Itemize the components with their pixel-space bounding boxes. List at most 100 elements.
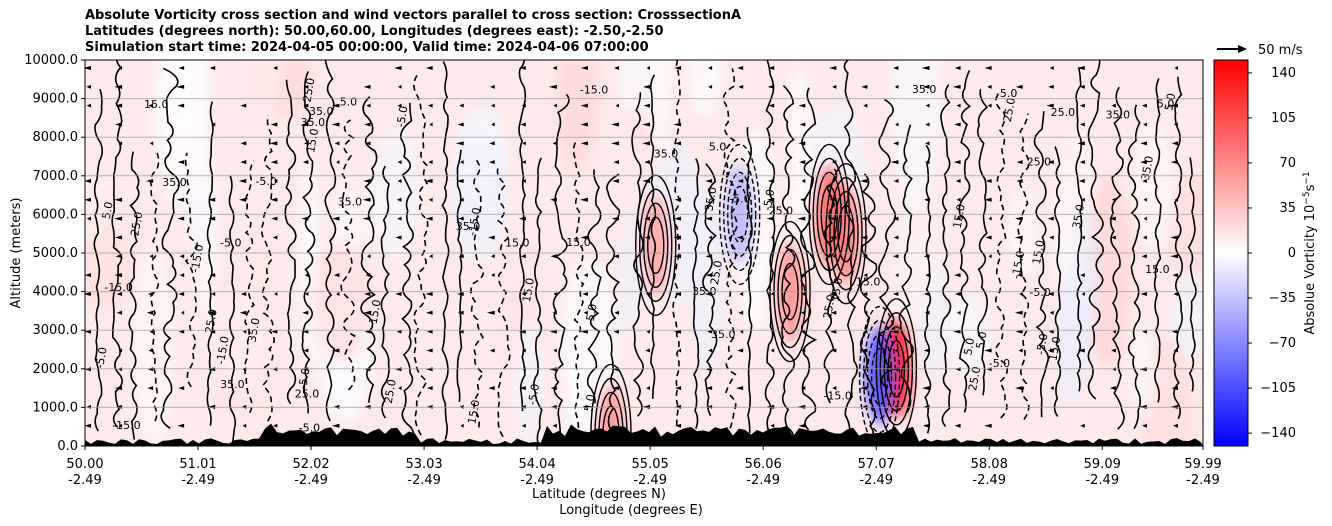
wind-vector (208, 216, 216, 221)
wind-vector (179, 254, 185, 259)
wind-vector (1170, 254, 1178, 259)
wind-vector (859, 386, 868, 391)
wind-vector (984, 423, 992, 428)
wind-vector (458, 254, 464, 259)
wind-vector (705, 254, 713, 259)
wind-vector (428, 197, 433, 202)
wind-vector (612, 178, 619, 183)
wind-vector (116, 291, 123, 296)
wind-vector (922, 84, 930, 89)
contour-label: 15.0 (520, 277, 537, 303)
wind-vector (923, 348, 930, 353)
wind-vector (984, 66, 992, 70)
contour-line (340, 119, 356, 391)
wind-vector (114, 216, 123, 221)
wind-vector (209, 66, 216, 70)
wind-vector (177, 216, 185, 221)
wind-vector (1081, 291, 1085, 296)
wind-vector (332, 103, 340, 108)
wind-vector (828, 291, 837, 296)
wind-vector (737, 178, 744, 183)
contour-line (764, 60, 776, 436)
wind-vector (614, 310, 619, 315)
wind-vector (148, 103, 154, 108)
contour-line (456, 149, 463, 402)
wind-vector (862, 291, 868, 296)
wind-vector (428, 160, 433, 165)
x-tick-label-lon: -2.49 (181, 473, 215, 488)
wind-vector (613, 160, 619, 165)
contour-label: -15.0 (104, 281, 132, 294)
contour-label: 35.0 (456, 220, 481, 233)
wind-vector (770, 235, 775, 240)
contour-label: -15.0 (214, 335, 232, 365)
wind-vector (1142, 235, 1147, 240)
x-tick-label-lon: -2.49 (1085, 473, 1119, 488)
wind-vector (581, 66, 588, 70)
contour-line (586, 169, 602, 404)
y-axis: 0.0 1000.0 2000.0 3000.0 4000.0 5000.0 6000.0 7… (24, 53, 85, 454)
contour-label-text: 25.0 (128, 211, 145, 237)
contour-line (780, 85, 796, 446)
contour-label-text: 5.0 (974, 331, 990, 350)
x-tick-label-lon: -2.49 (1186, 473, 1220, 488)
contour-label: -5.0 (729, 193, 750, 206)
y-tick-label: 10000.0 (24, 53, 78, 68)
contour-label: -5.0 (526, 383, 543, 406)
contour-label: -5.0 (394, 105, 411, 128)
wind-vector (921, 66, 930, 70)
contour-label: 35.0 (711, 328, 736, 341)
wind-vector (550, 254, 557, 259)
wind-vector (677, 348, 682, 353)
wind-vector (85, 197, 91, 202)
wind-vector (610, 141, 619, 146)
contour-label: 15.0 (367, 299, 384, 325)
contour-ring (635, 174, 677, 316)
contour-line (1127, 104, 1142, 430)
wind-vector (147, 291, 154, 296)
wind-vector (304, 273, 309, 278)
wind-vector (1109, 386, 1116, 391)
chart-title-line1: Absolute Vorticity cross section and win… (85, 8, 742, 23)
contour-label: 5.0 (584, 303, 600, 322)
contour-label-text: 5.0 (1162, 92, 1178, 111)
wind-vector (114, 122, 123, 127)
field-patch (85, 225, 136, 309)
contour-label-text: 15.0 (1030, 239, 1047, 265)
wind-vector (987, 84, 992, 89)
wind-vector (1048, 84, 1054, 89)
wind-vector (460, 160, 464, 165)
wind-vector (331, 423, 340, 428)
x-tick-label-lat: 56.06 (745, 457, 782, 472)
wind-vector (863, 103, 868, 108)
wind-vector (240, 141, 247, 146)
wind-vector (987, 103, 992, 108)
wind-vector (269, 141, 278, 146)
wind-vector (521, 103, 526, 108)
wind-vector (301, 216, 309, 221)
wind-vector (705, 273, 713, 278)
wind-vector (1015, 216, 1023, 221)
contour-label: -5.0 (1034, 333, 1051, 356)
y-tick-label: 4000.0 (33, 285, 79, 300)
contour-line (470, 156, 485, 428)
x-axis: 50.00-2.4951.01-2.4952.02-2.4953.03-2.49… (66, 446, 1222, 488)
wind-vector (85, 423, 91, 428)
y-tick-label: 6000.0 (33, 207, 79, 222)
wind-vector (953, 160, 961, 165)
wind-vector (367, 254, 371, 259)
contour-line (1017, 113, 1030, 421)
wind-vector (457, 310, 464, 315)
wind-vector (365, 141, 371, 146)
x-tick-label-lat: 57.07 (858, 457, 895, 472)
wind-vector (179, 273, 185, 278)
wind-vector (457, 122, 464, 127)
wind-vector (770, 291, 775, 296)
contour-ring (866, 333, 893, 420)
contour-line (149, 150, 160, 422)
contour-label: 25.0 (1051, 106, 1076, 119)
contour-label-text: 25.0 (1051, 106, 1076, 119)
wind-vector (614, 66, 619, 70)
wind-vector (553, 348, 557, 353)
wind-vector (552, 423, 557, 428)
